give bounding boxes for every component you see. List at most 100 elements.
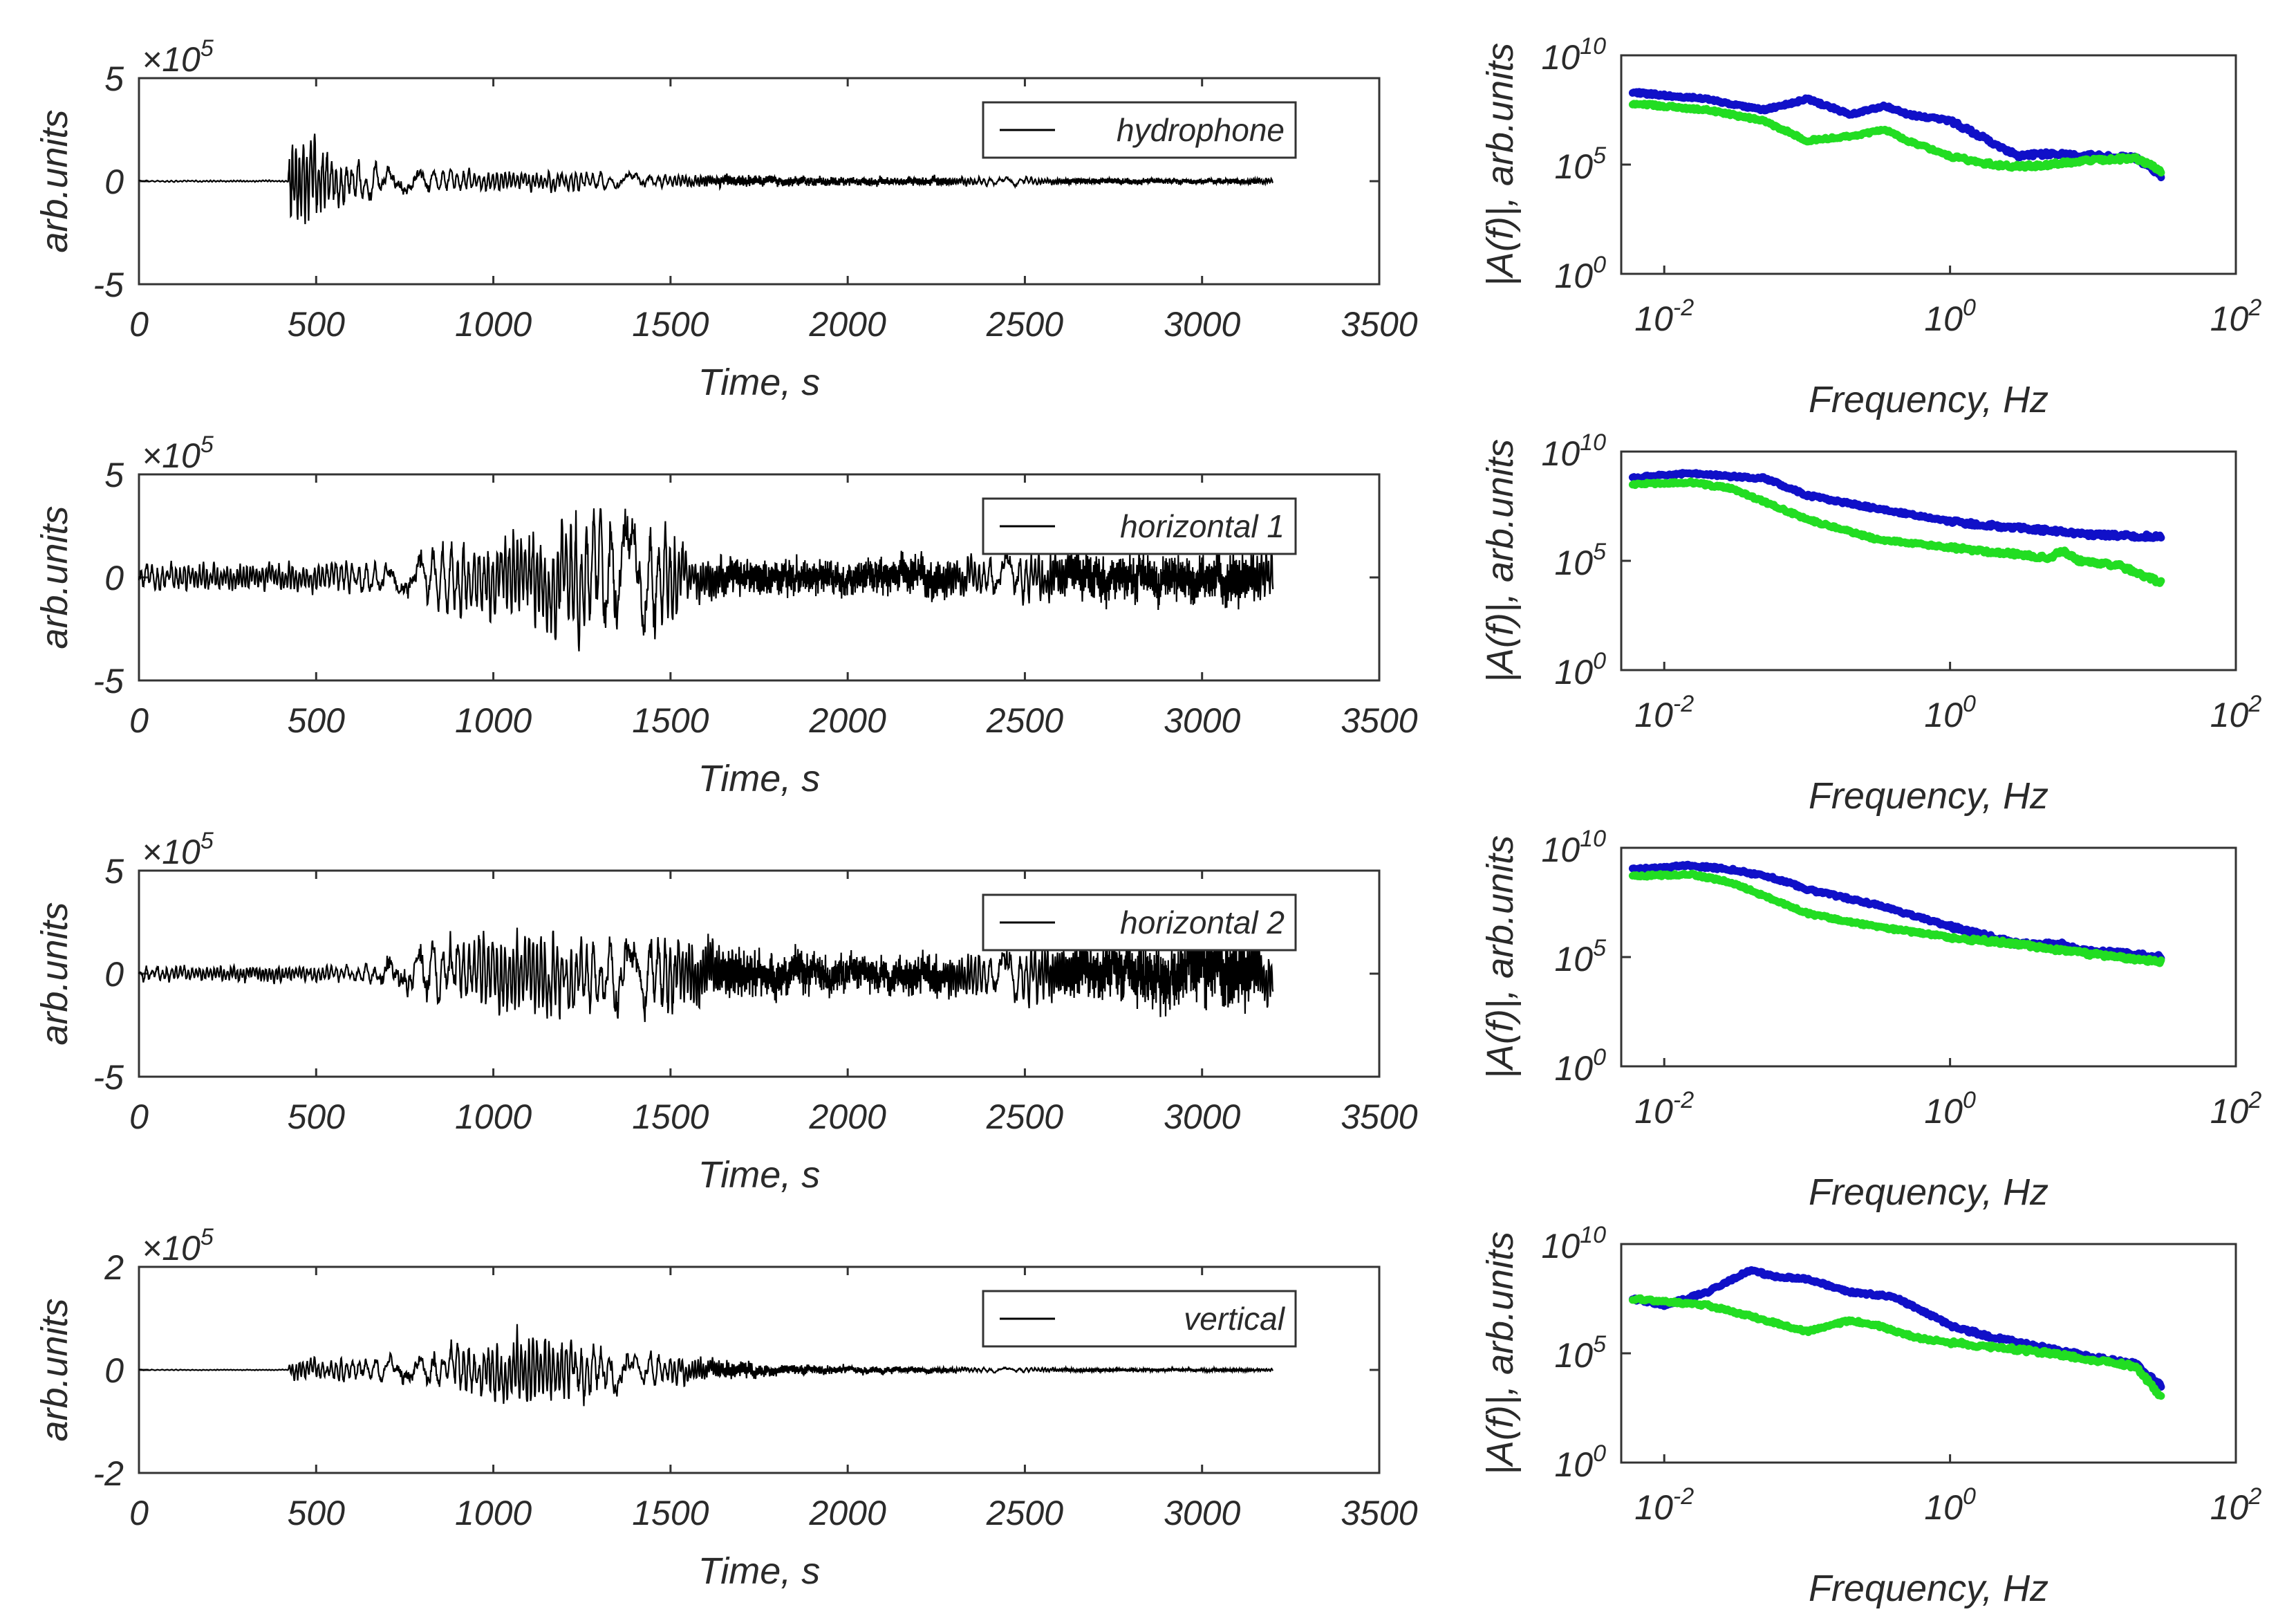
x-tick-label-base: 10 [2210, 696, 2249, 734]
y-tick-label-base: 10 [1542, 1227, 1580, 1265]
x-tick-label-base: 10 [2210, 299, 2249, 338]
y-tick-label-base: 10 [1554, 940, 1593, 979]
x-tick-label: 2500 [986, 305, 1063, 344]
x-tick-label: 102 [2210, 295, 2262, 338]
y-tick-label: -2 [93, 1454, 124, 1493]
x-tick-label-exponent: 2 [2248, 691, 2261, 717]
plot-frame [1620, 1243, 2237, 1464]
y-tick-label-base: 10 [1554, 1049, 1593, 1088]
x-tick-label-exponent: -2 [1673, 295, 1694, 321]
x-tick-label: 2000 [809, 701, 886, 740]
y-tick-label: 105 [1554, 935, 1606, 979]
y-tick-label: 5 [104, 59, 124, 98]
x-tick-label: 2000 [809, 305, 886, 344]
time-panel-horizontal1-trace: 0 500 1000 1500 2000 2500 3000 3500-505 ×105Time… [34, 432, 1418, 799]
x-tick-label: 3500 [1341, 1494, 1417, 1532]
y-tick-label-base: 10 [1554, 653, 1593, 692]
x-tick-label-exponent: 2 [2248, 1087, 2261, 1113]
y-exponent-label-base: ×10 [142, 40, 200, 79]
y-axis-label: |A(f)|, arb.units [1480, 43, 1521, 286]
y-tick-label-exponent: 5 [1593, 1331, 1606, 1357]
x-tick-label: 1000 [455, 1494, 532, 1532]
signal-line [138, 1324, 1274, 1407]
y-tick-label-exponent: 0 [1593, 1440, 1606, 1467]
x-axis-label: Time, s [698, 1550, 821, 1592]
spectrum-line-green [1628, 1294, 2165, 1400]
time-panel-hydrophone-trace: 0 500 1000 1500 2000 2500 3000 3500-505 ×105Time… [34, 35, 1418, 403]
y-tick-label-base: 10 [1554, 1336, 1593, 1375]
y-tick-label: 1010 [1542, 826, 1607, 869]
y-exponent-label-exponent: 5 [200, 35, 214, 62]
y-axis-label: |A(f)|, arb.units [1480, 1232, 1521, 1475]
x-tick-label: 3500 [1341, 1097, 1417, 1136]
x-tick-label: 1500 [632, 701, 709, 740]
y-exponent-label: ×105 [142, 432, 214, 475]
x-tick-label: 3500 [1341, 305, 1417, 344]
y-axis-label: |A(f)|, arb.units [1480, 439, 1521, 683]
x-tick-label-exponent: 0 [1963, 691, 1976, 717]
x-tick-label: 1000 [455, 305, 532, 344]
y-exponent-label: ×105 [142, 828, 214, 871]
x-tick-label-exponent: 0 [1963, 1483, 1976, 1510]
x-tick-label-exponent: 0 [1963, 1087, 1976, 1113]
x-tick-label: 3000 [1164, 305, 1240, 344]
y-tick-label: 0 [104, 163, 124, 201]
x-tick-label: 2000 [809, 1494, 886, 1532]
y-exponent-label: ×105 [142, 35, 214, 79]
x-tick-label: 500 [288, 1494, 346, 1532]
y-tick-label: 5 [104, 852, 124, 891]
y-exponent-label-base: ×10 [142, 436, 200, 475]
y-tick-label-exponent: 10 [1580, 429, 1606, 456]
y-tick-label: 105 [1554, 142, 1606, 186]
x-axis-label: Frequency, Hz [1809, 379, 2048, 420]
x-tick-label: 500 [288, 1097, 346, 1136]
legend-label: horizontal 1 [1120, 508, 1285, 544]
y-tick-label: 100 [1554, 1440, 1606, 1484]
x-axis-label: Frequency, Hz [1809, 775, 2048, 817]
y-exponent-label-base: ×10 [142, 1229, 200, 1268]
x-tick-label: 0 [129, 305, 149, 344]
y-tick-label: 0 [104, 955, 124, 994]
y-tick-label: -5 [93, 1058, 124, 1097]
y-exponent-label-exponent: 5 [200, 1224, 214, 1250]
x-tick-label-exponent: -2 [1673, 1087, 1694, 1113]
y-tick-label-exponent: 5 [1593, 935, 1606, 961]
x-tick-label: 3000 [1164, 701, 1240, 740]
y-tick-label-exponent: 10 [1580, 33, 1606, 59]
x-tick-label-base: 10 [2210, 1488, 2249, 1527]
x-tick-label: 2000 [809, 1097, 886, 1136]
y-axis-label: |A(f)|, arb.units [1480, 835, 1521, 1079]
x-tick-label: 1500 [632, 305, 709, 344]
y-tick-label: -5 [93, 266, 124, 304]
signal-line [138, 926, 1274, 1022]
y-tick-label-base: 10 [1554, 1445, 1593, 1484]
y-exponent-label: ×105 [142, 1224, 214, 1268]
x-tick-label-base: 10 [1634, 299, 1673, 338]
y-axis-label: arb.units [34, 902, 75, 1045]
y-tick-label: 2 [104, 1248, 124, 1287]
x-tick-label-exponent: 0 [1963, 295, 1976, 321]
x-tick-label-base: 10 [1924, 696, 1963, 734]
y-tick-label-base: 10 [1542, 434, 1580, 473]
y-axis-label: arb.units [34, 109, 75, 252]
x-tick-label-base: 10 [1634, 1488, 1673, 1527]
x-tick-label-exponent: -2 [1673, 1483, 1694, 1510]
x-tick-label-exponent: -2 [1673, 691, 1694, 717]
y-tick-label: 1010 [1542, 33, 1607, 77]
y-tick-label: 100 [1554, 1044, 1606, 1088]
x-tick-label-base: 10 [2210, 1092, 2249, 1131]
x-tick-label: 100 [1924, 295, 1976, 338]
x-tick-label: 500 [288, 701, 346, 740]
y-tick-label-exponent: 5 [1593, 539, 1606, 565]
x-axis-label: Frequency, Hz [1809, 1568, 2048, 1609]
spectrum-line-green [1628, 869, 2165, 967]
x-axis-label: Time, s [698, 1154, 821, 1196]
x-tick-label: 0 [129, 1494, 149, 1532]
x-tick-label: 102 [2210, 1087, 2262, 1131]
time-panel-vertical-trace: 0 500 1000 1500 2000 2500 3000 3500-202 ×105Time… [34, 1224, 1418, 1592]
